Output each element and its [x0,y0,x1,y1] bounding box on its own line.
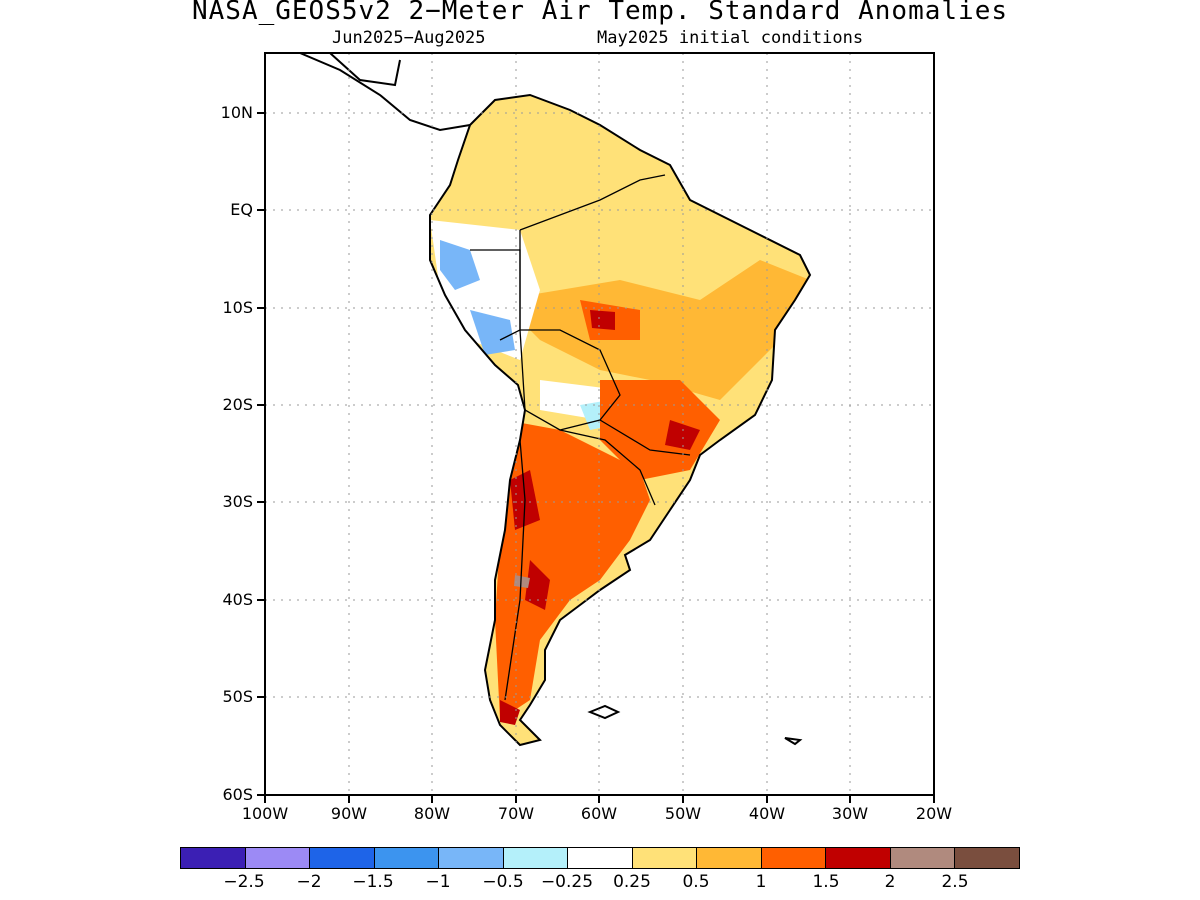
colorbar-swatch [632,848,698,868]
lat-label-10s: 10S [222,298,253,317]
colorbar-label: −0.25 [540,872,594,892]
lon-label-100w: 100W [241,804,289,823]
colorbar-swatch [761,848,827,868]
colorbar-label: −2 [296,872,322,892]
lon-label-50w: 50W [664,804,702,823]
colorbar-swatch [181,848,246,868]
colorbar-swatch [890,848,956,868]
south-georgia [784,737,803,746]
colorbar-label: −2.5 [223,872,265,892]
central-america-coast [299,53,471,132]
lat-label-60s: 60S [222,785,253,804]
colorbar-label: 0.25 [613,872,651,892]
colorbar-label: −1 [425,872,451,892]
colorbar-label: 2.5 [941,872,969,892]
central-america-coast-north [329,53,401,87]
lon-label-40w: 40W [748,804,786,823]
colorbar [180,847,1020,869]
colorbar-swatch [503,848,569,868]
colorbar-label: −0.5 [482,872,524,892]
lon-label-60w: 60W [580,804,618,823]
colorbar-swatch [374,848,440,868]
colorbar-label: −1.5 [352,872,394,892]
lon-label-80w: 80W [413,804,451,823]
colorbar-label: 0.5 [682,872,710,892]
colorbar-swatch [955,848,1019,868]
colorbar-label: 1.5 [812,872,840,892]
coastlines [299,53,812,747]
lat-label-50s: 50S [222,687,253,706]
lat-label-eq: EQ [230,200,253,219]
colorbar-swatch [826,848,891,868]
initial-conditions: May2025 initial conditions [597,28,864,48]
falkland-islands [587,704,621,720]
colorbar-swatch [697,848,762,868]
country-borders [470,174,691,701]
lat-label-20s: 20S [222,395,253,414]
colorbar-label: 1 [755,872,767,892]
lat-label-30s: 30S [222,492,253,511]
lon-label-20w: 20W [915,804,953,823]
lon-label-70w: 70W [497,804,535,823]
map-title: NASA_GEOS5v2 2−Meter Air Temp. Standard … [191,0,1008,26]
lon-label-90w: 90W [330,804,368,823]
colorbar-label: 2 [884,872,896,892]
south-america-coast [429,93,812,747]
lat-label-40s: 40S [222,590,253,609]
colorbar-swatch [568,848,633,868]
lat-label-10n: 10N [220,103,253,122]
colorbar-swatch [245,848,311,868]
tick-marks [257,112,935,803]
valid-period: Jun2025−Aug2025 [332,28,486,48]
colorbar-swatch [310,848,375,868]
lon-label-30w: 30W [831,804,869,823]
colorbar-swatch [439,848,504,868]
